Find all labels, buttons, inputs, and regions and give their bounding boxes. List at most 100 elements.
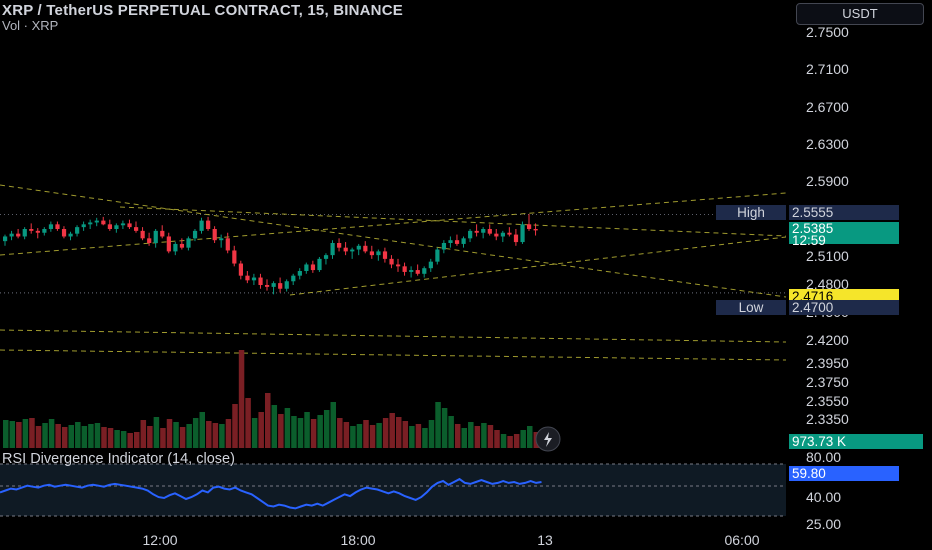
volume-bar <box>238 350 245 448</box>
candle-body <box>140 230 145 239</box>
candle-body <box>513 234 519 243</box>
trend-line <box>0 329 787 343</box>
candle <box>212 226 217 243</box>
volume-bar <box>55 424 61 448</box>
volume-bar <box>428 420 435 448</box>
currency-button[interactable]: USDT <box>796 3 924 25</box>
volume-bar <box>363 420 369 448</box>
candle <box>323 253 329 265</box>
volume-bar <box>435 402 441 448</box>
candle <box>297 268 302 280</box>
high-value-tag: 2.5555 <box>789 205 899 220</box>
volume-bar <box>186 424 192 448</box>
volume-bar <box>369 425 376 448</box>
volume-bar <box>507 436 513 448</box>
volume-bar <box>323 410 330 448</box>
candle-body <box>402 266 407 272</box>
volume-bar <box>330 402 336 448</box>
volume-bar <box>88 424 94 448</box>
candle-body <box>363 245 368 252</box>
volume-bar <box>382 418 389 448</box>
low-label-tag: Low <box>716 300 786 315</box>
candle-body <box>179 243 185 248</box>
volume-bar <box>284 408 291 448</box>
candle-body <box>323 255 329 259</box>
candle <box>428 258 433 272</box>
candle <box>382 247 388 263</box>
candle-body <box>533 228 538 231</box>
candle-body <box>160 230 165 237</box>
rsi-line <box>0 477 542 510</box>
candle-body <box>55 224 60 229</box>
volume-bar <box>3 420 9 448</box>
candle-body <box>461 238 466 244</box>
candle <box>265 279 270 291</box>
volume-bar <box>16 422 22 448</box>
candle-body <box>68 233 73 237</box>
candle-body <box>186 238 191 248</box>
candle <box>81 221 86 231</box>
volume-bar <box>297 418 304 448</box>
volume-bar <box>337 418 343 448</box>
candle <box>487 224 492 236</box>
candle-body <box>271 283 276 287</box>
price-axis-label: 2.3950 <box>806 355 849 372</box>
candle-body <box>284 281 289 289</box>
volume-value-tag: 973.73 K <box>789 434 923 449</box>
candle-body <box>81 224 86 228</box>
candle <box>160 225 165 239</box>
volume-bar <box>251 418 258 448</box>
rsi-value-tag: 59.80 <box>789 466 899 481</box>
candle <box>527 214 532 231</box>
candle-body <box>448 240 453 243</box>
candle <box>35 228 40 239</box>
candle <box>494 228 499 241</box>
candle <box>461 236 466 248</box>
volume-bar <box>422 428 428 448</box>
volume-bar <box>494 430 500 448</box>
volume-bar <box>278 414 284 448</box>
volume-bar <box>310 419 317 448</box>
time-axis-label: 18:00 <box>340 532 376 548</box>
volume-bar <box>441 408 448 448</box>
candle-body <box>507 232 512 235</box>
candle <box>441 240 447 254</box>
candle-body <box>330 242 335 256</box>
candle <box>101 216 106 226</box>
candle <box>245 270 250 284</box>
candle <box>513 228 519 246</box>
volume-bar <box>61 427 68 448</box>
candle <box>507 227 512 237</box>
candle-body <box>297 270 302 276</box>
candle <box>520 221 525 244</box>
volume-bar <box>402 421 409 448</box>
candle <box>310 260 316 273</box>
candle-body <box>238 263 243 276</box>
candle-body <box>527 224 532 229</box>
candle <box>304 262 309 274</box>
trend-line <box>0 349 787 361</box>
current-price-value: 2.5385 <box>792 221 834 236</box>
candle <box>206 216 211 231</box>
candle <box>369 245 374 259</box>
candle <box>22 227 27 240</box>
candle <box>317 256 322 272</box>
volume-bar <box>409 426 415 448</box>
volume-bar <box>527 426 533 448</box>
volume-bar <box>291 416 297 448</box>
candle-body <box>192 230 198 239</box>
candle-body <box>42 228 47 233</box>
candle <box>55 221 60 231</box>
candle <box>61 226 67 239</box>
price-axis-label: 2.7500 <box>806 24 849 40</box>
lightning-icon <box>544 432 552 447</box>
candle-body <box>232 250 237 264</box>
volume-bar <box>35 426 42 448</box>
candle-body <box>9 233 14 237</box>
candle-body <box>61 228 67 237</box>
candle-body <box>29 228 34 231</box>
candle <box>363 241 368 254</box>
candle <box>186 236 191 251</box>
rsi-axis-label: 80.00 <box>806 449 842 465</box>
